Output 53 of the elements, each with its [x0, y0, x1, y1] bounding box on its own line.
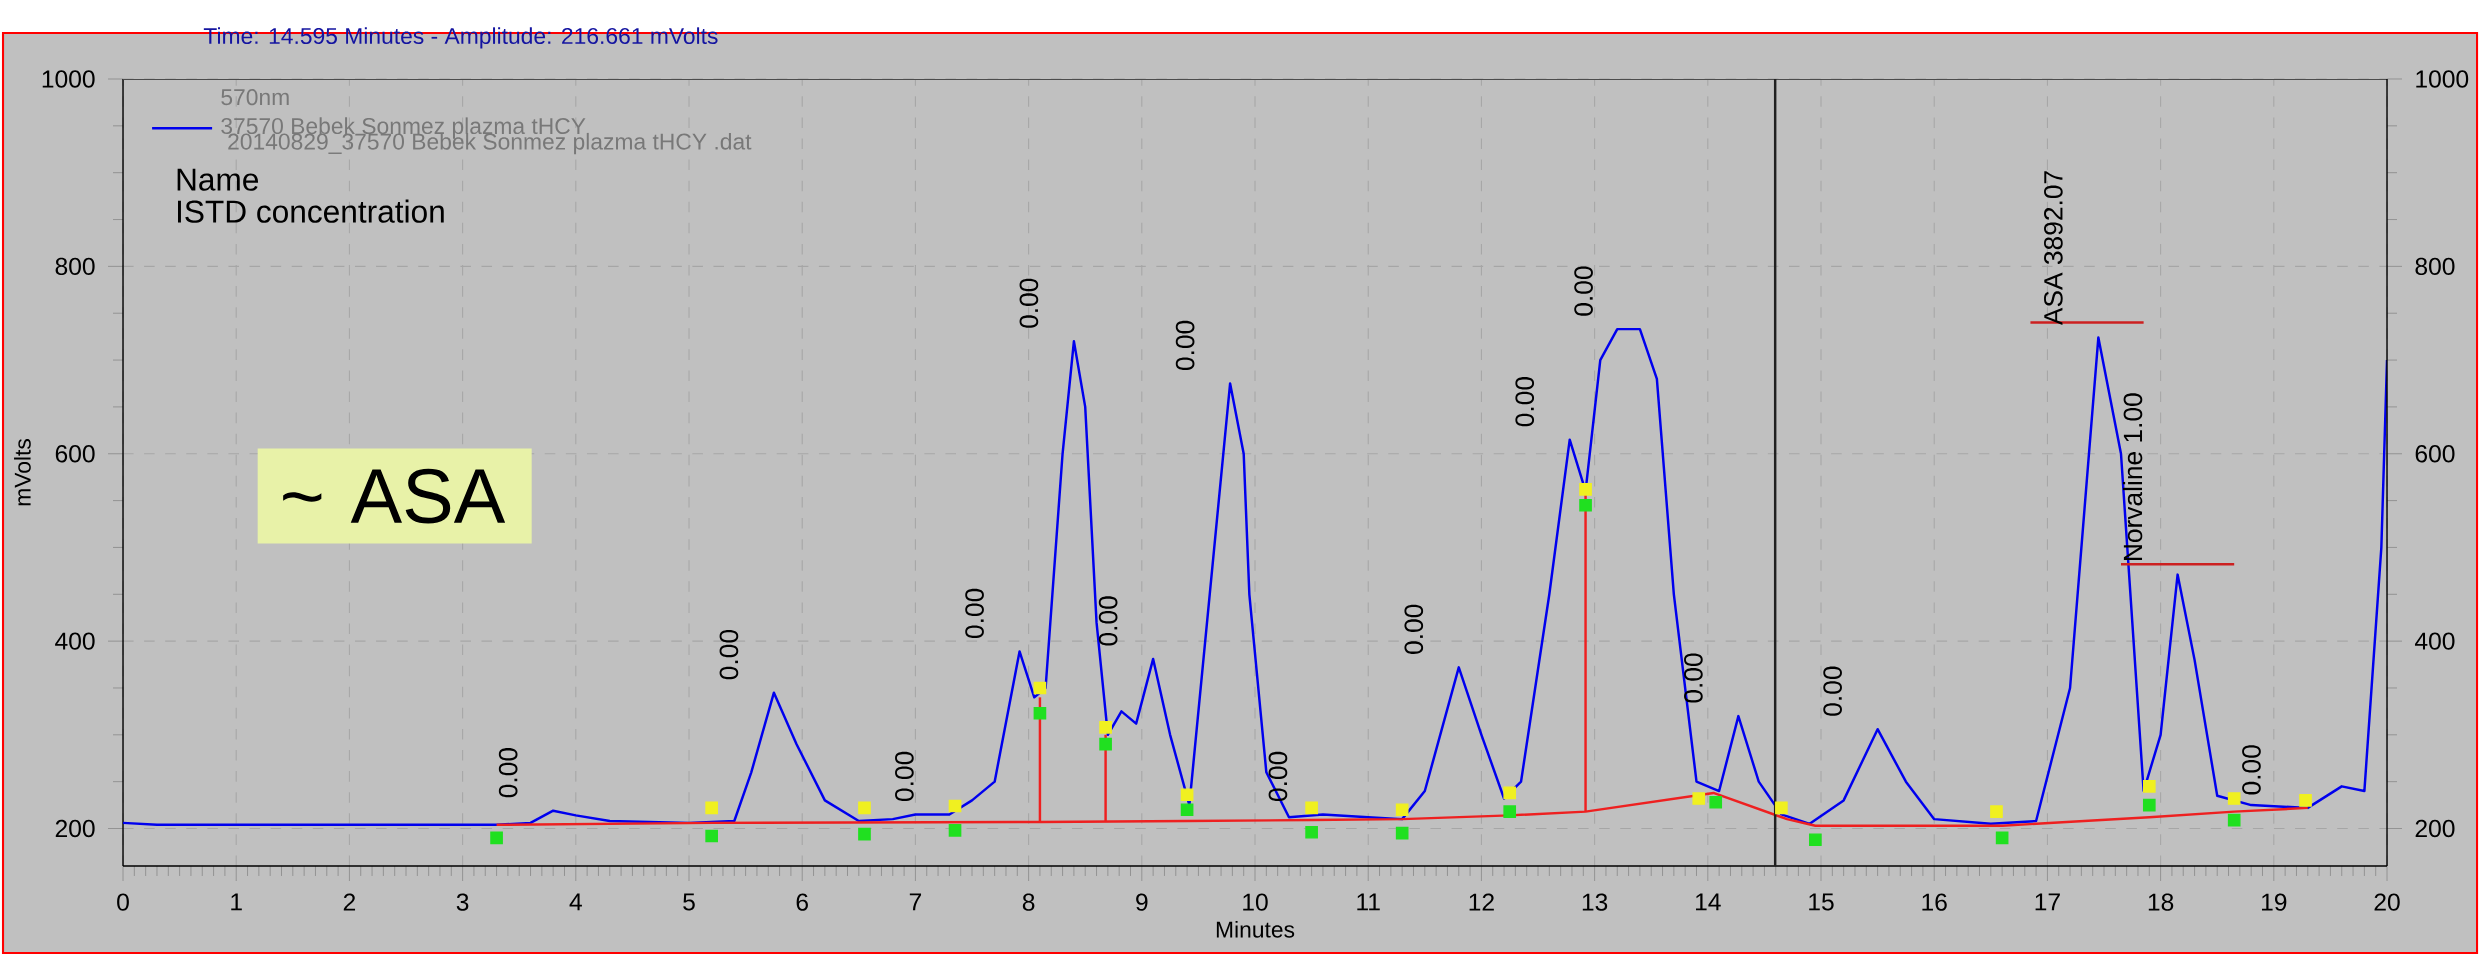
y-tick-label: 600 [55, 445, 95, 463]
annotation: 0.00 [498, 748, 518, 798]
annotation: Name [177, 168, 259, 191]
x-tick-label: 1 [231, 893, 242, 911]
x-tick-label: 10 [1243, 893, 1268, 911]
x-tick-label: 4 [569, 893, 582, 911]
annotation: 0.00 [2242, 745, 2261, 795]
x-tick-label: 3 [456, 893, 469, 911]
annotation: 0.00 [1684, 653, 1703, 703]
annotation: 0.00 [895, 751, 914, 801]
legend-title: 570nm [221, 89, 289, 106]
x-tick-label: 12 [1469, 893, 1494, 911]
annotation: 0.00 [1515, 377, 1535, 427]
x-tick-label: 19 [2262, 893, 2287, 911]
y2-tick-label: 1000 [2416, 70, 2469, 88]
annotation: ISTD concentration [177, 199, 444, 223]
annotation: ~ ASA [283, 468, 506, 524]
annotation: 0.00 [1574, 266, 1593, 316]
annotation: 0.00 [1019, 278, 1039, 328]
annotation: 0.00 [1823, 666, 1842, 716]
x-tick-label: 8 [1022, 893, 1035, 911]
y2-tick-label: 400 [2414, 632, 2455, 650]
y-tick-label: 1000 [42, 70, 95, 88]
x-tick-label: 9 [1136, 893, 1148, 911]
x-axis-title: Minutes [1216, 920, 1295, 938]
y2-tick-label: 800 [2415, 257, 2455, 276]
annotation: 0.00 [1268, 751, 1288, 801]
x-tick-label: 11 [1357, 893, 1380, 911]
x-tick-label: 7 [909, 893, 922, 911]
y-tick-label: 800 [55, 257, 95, 276]
annotation: 0.00 [1404, 604, 1424, 654]
x-tick-label: 15 [1809, 893, 1834, 911]
y-tick-label: 400 [55, 632, 95, 650]
annotation: 0.00 [965, 588, 984, 638]
x-tick-label: 18 [2148, 893, 2174, 911]
annotation: 0.00 [1175, 320, 1195, 371]
y2-tick-label: 200 [2415, 819, 2455, 838]
x-tick-label: 0 [117, 893, 129, 911]
x-tick-label: 2 [343, 893, 356, 911]
x-tick-label: 14 [1696, 893, 1721, 911]
annotation: Norvaline 1.00 [2122, 393, 2143, 561]
y2-tick-label: 600 [2415, 445, 2455, 463]
annotation: 0.00 [719, 629, 739, 680]
annotation: 0.00 [1098, 596, 1118, 646]
annotation: ASA 3892.07 [2044, 171, 2063, 326]
x-tick-label: 17 [2035, 893, 2060, 911]
x-tick-label: 6 [796, 893, 808, 911]
x-tick-label: 20 [2374, 893, 2400, 911]
x-tick-label: 13 [1582, 893, 1608, 911]
x-tick-label: 5 [683, 893, 695, 911]
x-tick-label: 16 [1922, 893, 1947, 911]
y-tick-label: 200 [55, 819, 95, 838]
y-axis-title: mVolts [14, 439, 31, 506]
